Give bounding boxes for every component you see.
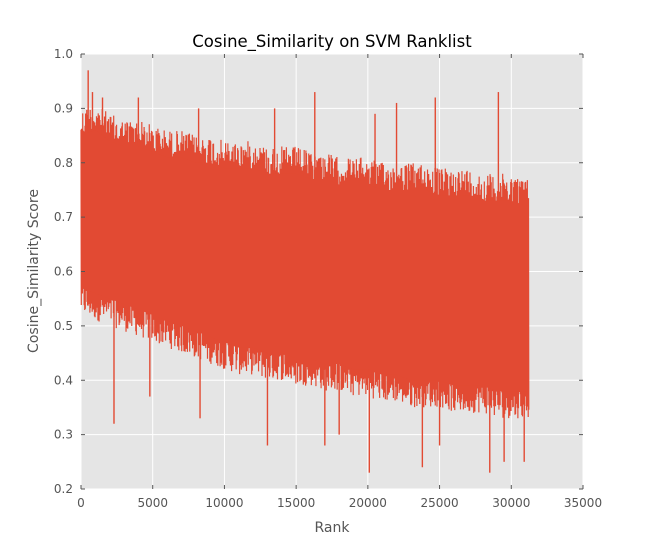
y-tick-label: 1.0 bbox=[54, 47, 73, 61]
x-tick-label: 30000 bbox=[492, 496, 530, 510]
y-tick-label: 0.2 bbox=[54, 482, 73, 496]
chart-title: Cosine_Similarity on SVM Ranklist bbox=[192, 32, 472, 52]
series-area bbox=[80, 70, 530, 473]
x-tick-label: 10000 bbox=[205, 496, 243, 510]
x-tick-label: 5000 bbox=[137, 496, 168, 510]
y-tick-label: 0.6 bbox=[54, 265, 73, 279]
y-tick-label: 0.7 bbox=[54, 210, 73, 224]
y-tick-label: 0.9 bbox=[54, 101, 73, 115]
x-tick-label: 20000 bbox=[349, 496, 387, 510]
axis-ticks: 0 5000 10000 15000 20000 25000 30000 35000 0.2 0.… bbox=[54, 47, 602, 510]
y-axis-title: Cosine_Similarity Score bbox=[26, 189, 42, 353]
x-axis-title: Rank bbox=[315, 520, 351, 536]
series-line bbox=[80, 70, 530, 473]
y-tick-label: 0.3 bbox=[54, 428, 73, 442]
y-tick-label: 0.5 bbox=[54, 319, 73, 333]
x-tick-label: 35000 bbox=[564, 496, 602, 510]
x-tick-label: 25000 bbox=[420, 496, 458, 510]
series-core-band bbox=[81, 130, 529, 392]
x-tick-label: 15000 bbox=[277, 496, 315, 510]
y-tick-label: 0.8 bbox=[54, 156, 73, 170]
x-tick-label: 0 bbox=[77, 496, 85, 510]
y-tick-label: 0.4 bbox=[54, 373, 73, 387]
